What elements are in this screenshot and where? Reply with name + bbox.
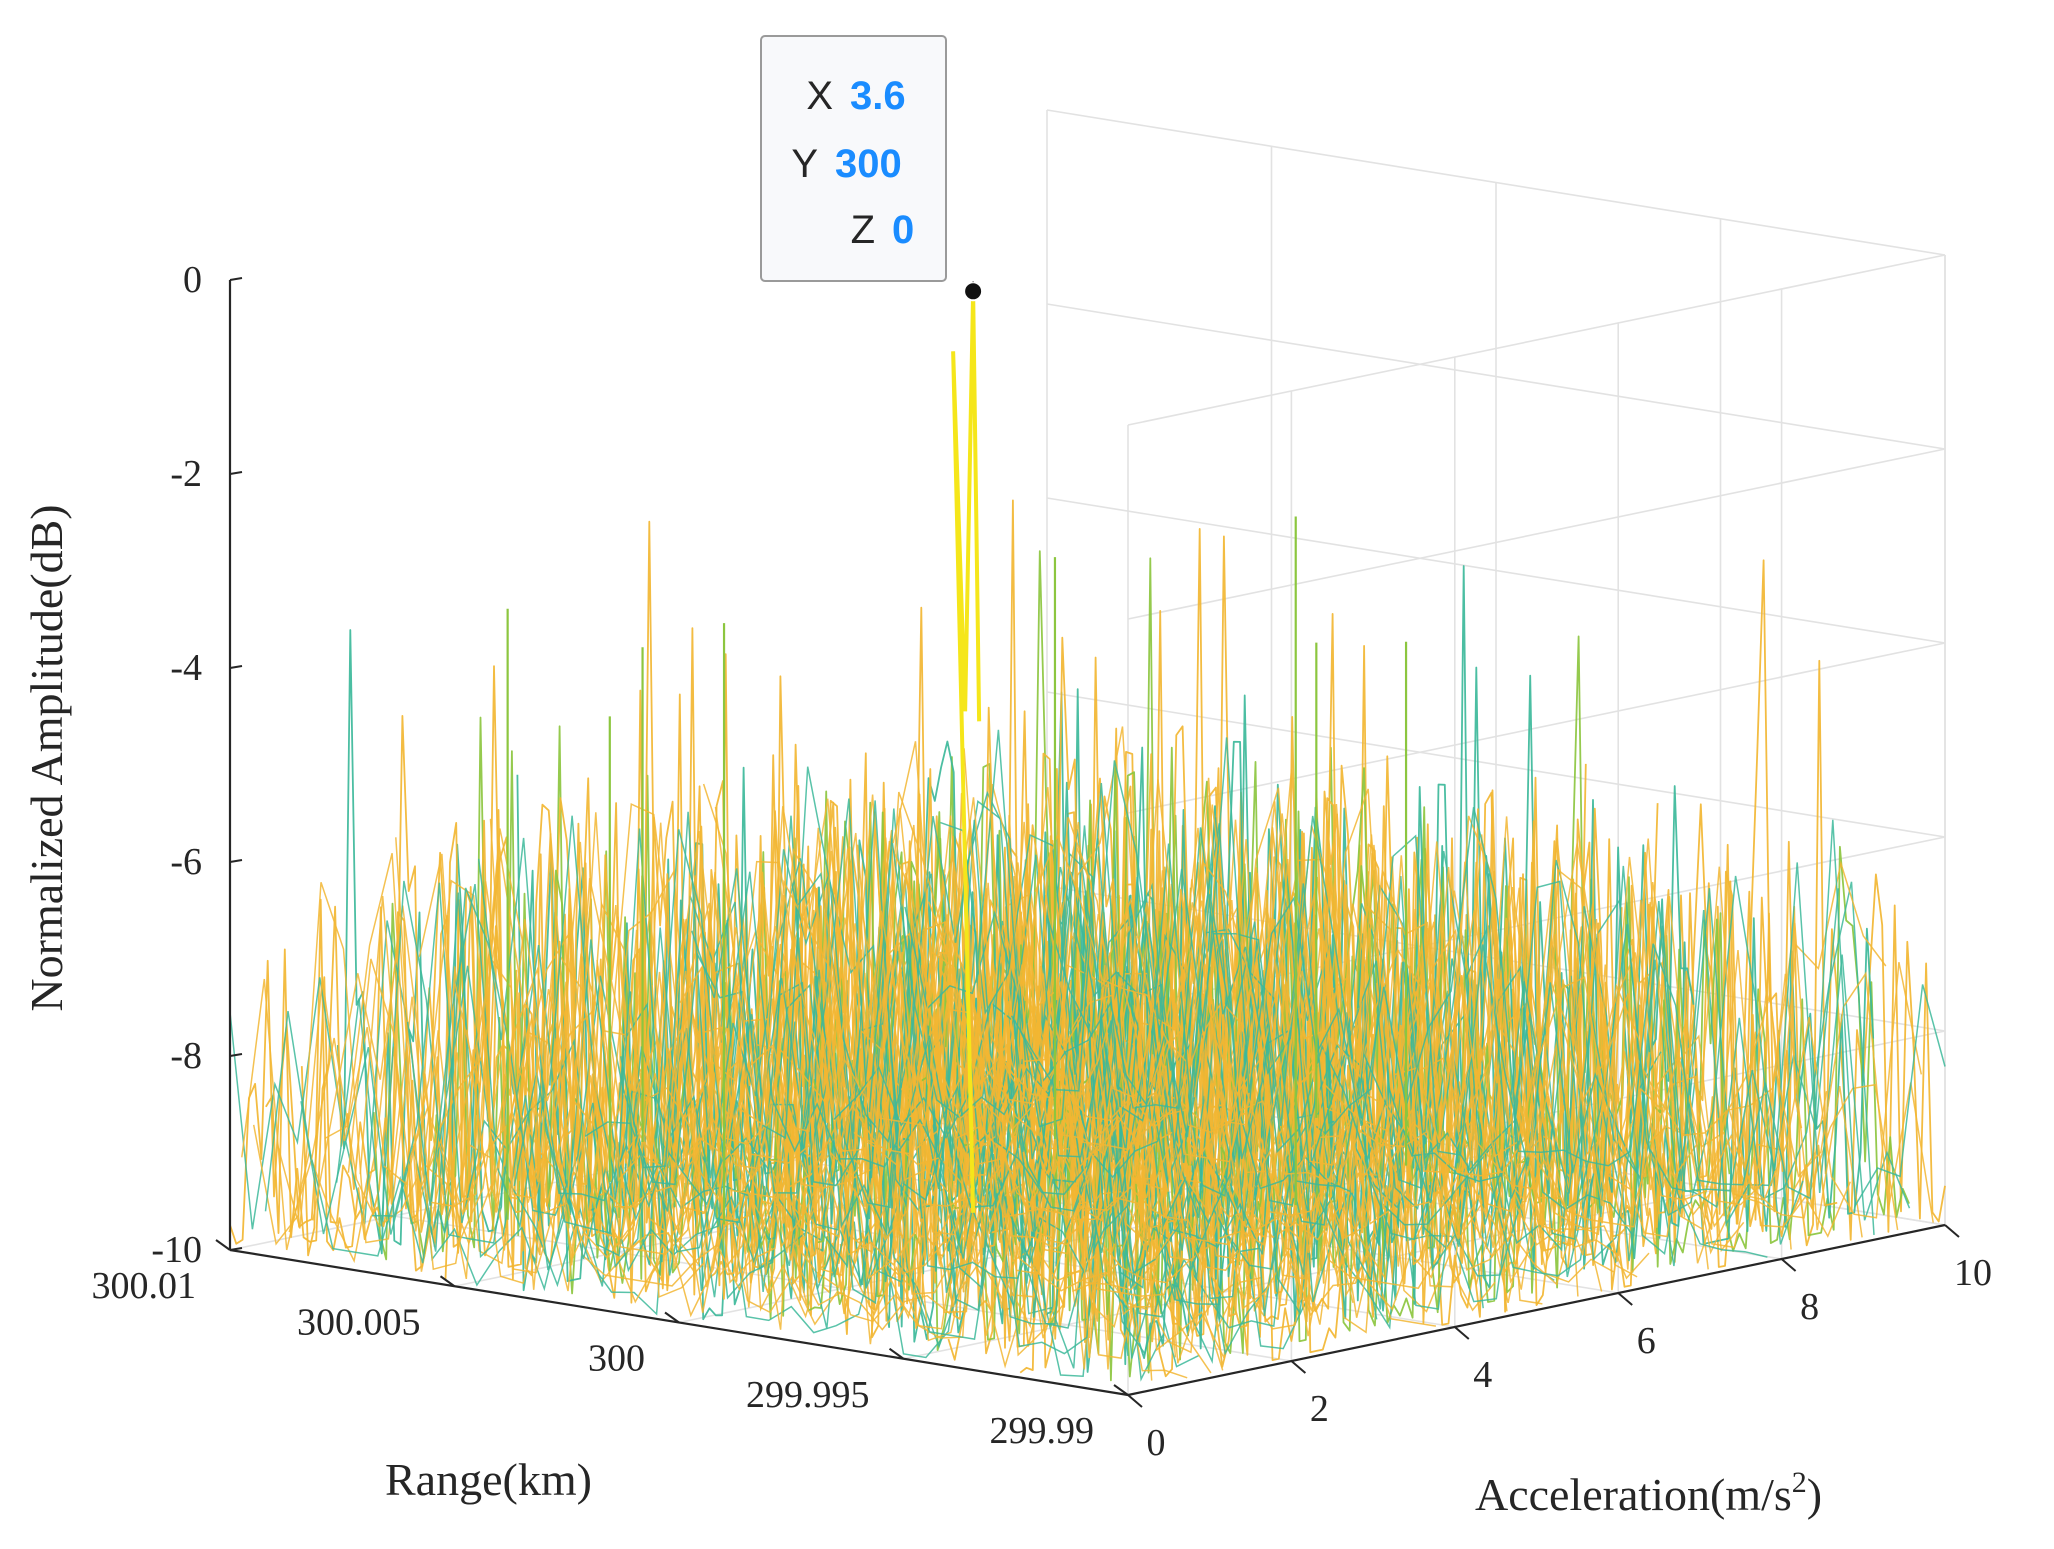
surface-column	[998, 769, 1899, 1231]
surface-column	[300, 892, 1200, 1368]
surface-column	[987, 726, 1887, 1210]
x-tick-label: 0	[1147, 1422, 1166, 1464]
x-tick-mark	[1780, 1258, 1797, 1272]
surface-column	[880, 827, 1780, 1249]
data-tip-x-value: 3.6	[850, 74, 906, 118]
data-tip[interactable]: X 3.6 Y 300 Z 0	[760, 35, 947, 282]
x-tick-mark	[1454, 1326, 1470, 1340]
z-tick-mark	[229, 471, 243, 475]
z-tick-mark	[229, 665, 243, 669]
data-tip-z-key: Z	[851, 208, 875, 252]
x-tick-label: 10	[1954, 1252, 1992, 1294]
surface-column	[809, 808, 1709, 1270]
surface-column	[466, 900, 1366, 1325]
y-tick-mark	[888, 1347, 905, 1360]
y-tick-mark	[215, 1239, 231, 1251]
z-tick-mark	[229, 277, 243, 281]
data-tip-y-value: 300	[835, 142, 902, 186]
z-tick-label: 0	[183, 259, 202, 301]
x-tick-mark	[1617, 1292, 1633, 1306]
z-axis-label: Normalized Amplitude(dB)	[21, 504, 72, 1011]
y-axis-label: Range(km)	[385, 1454, 592, 1505]
z-tick-label: -2	[170, 453, 202, 495]
y-tick-mark	[439, 1275, 456, 1288]
data-tip-z-value: 0	[892, 208, 914, 252]
z-tick-mark	[229, 1247, 243, 1251]
y-tick-label: 300.01	[92, 1265, 197, 1307]
surface-column	[477, 837, 1378, 1320]
data-tip-x-key: X	[806, 74, 833, 118]
data-tip-marker	[963, 281, 984, 302]
surface-column	[347, 958, 1248, 1361]
y-tick-label: 300	[588, 1338, 645, 1380]
surface-column	[951, 815, 1851, 1238]
y-tick-label: 300.005	[297, 1301, 421, 1343]
x-axis-line	[1127, 1223, 1946, 1397]
y-tick-label: 299.99	[990, 1410, 1095, 1452]
surface-column	[1010, 782, 1911, 1221]
x-tick-mark	[1290, 1360, 1307, 1374]
grid-line	[1127, 254, 1946, 426]
x-tick-mark	[1944, 1224, 1960, 1238]
y-tick-label: 299.995	[746, 1374, 870, 1416]
y-tick-mark	[664, 1311, 680, 1324]
surface-column	[252, 882, 1153, 1381]
z-tick-mark	[229, 1053, 243, 1057]
surface-column	[667, 832, 1567, 1290]
x-tick-label: 6	[1637, 1320, 1656, 1362]
z-tick-label: -8	[170, 1035, 202, 1077]
surface-column	[975, 729, 1875, 1235]
z-tick-label: -10	[151, 1229, 202, 1271]
x-tick-mark	[1127, 1394, 1143, 1408]
surface-column	[714, 794, 1614, 1283]
y-tick-mark	[1113, 1384, 1129, 1396]
z-tick-mark	[229, 859, 243, 863]
grid-line	[1127, 448, 1946, 620]
surface-column	[786, 791, 1686, 1262]
x-axis-label: Acceleration(m/s2)	[1475, 1466, 1822, 1520]
surface-plot	[229, 281, 1946, 1382]
x-tick-label: 2	[1310, 1388, 1329, 1430]
x-tick-label: 8	[1800, 1286, 1819, 1328]
x-tick-label: 4	[1473, 1354, 1492, 1396]
z-tick-label: -6	[170, 841, 202, 883]
z-tick-label: -4	[170, 647, 202, 689]
surface-peak	[951, 291, 982, 1213]
surface-column	[288, 953, 1188, 1379]
grid-line	[1127, 642, 1946, 814]
surface-column	[940, 821, 1840, 1227]
surface-column	[1046, 737, 1946, 1209]
data-tip-y-key: Y	[791, 142, 818, 186]
data-tip-box	[760, 35, 947, 282]
surface-column	[868, 838, 1768, 1258]
surface-column	[927, 797, 1828, 1228]
surface-column	[1034, 813, 1934, 1223]
